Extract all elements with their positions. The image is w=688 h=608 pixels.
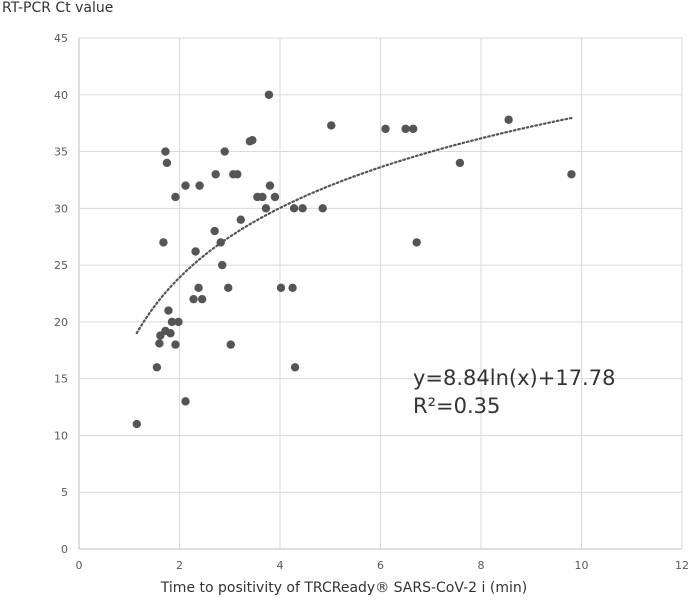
tick-labels: 0 5 10 15 20 25 30 35 40 45 0 2 4 6 8 10 12 [54,32,688,572]
data-point [276,283,286,293]
data-point [132,419,141,429]
data-point [318,204,327,213]
data-point [210,226,219,236]
data-point [265,181,275,190]
data-point [455,158,465,168]
data-point [408,124,418,134]
y-tick-label: 25 [54,259,68,272]
data-point [171,192,180,202]
data-point [211,170,220,179]
data-point [159,238,168,247]
data-point [264,90,274,99]
data-points [132,90,576,429]
y-tick-label: 0 [61,543,68,556]
y-axis-title: RT-PCR Ct value [2,0,114,16]
data-point [155,339,164,348]
data-point [216,238,225,247]
data-point [171,340,180,349]
data-point [236,215,246,224]
trendline [135,116,573,335]
y-tick-label: 15 [54,373,68,386]
data-point [226,340,235,349]
data-point [270,192,280,202]
data-point [290,363,300,372]
y-tick-label: 20 [54,316,68,329]
data-point [164,306,173,315]
data-point [381,124,390,134]
data-point [224,283,233,293]
data-point [197,294,207,304]
data-point [166,329,175,338]
data-point [181,181,190,190]
trendline-path [135,116,573,335]
y-tick-label: 30 [54,202,68,215]
data-point [161,147,170,156]
x-tick-label: 4 [277,559,284,572]
data-point [248,136,257,145]
data-point [504,115,513,124]
y-tick-label: 5 [61,486,68,499]
x-tick-label: 6 [377,559,384,572]
data-point [162,158,172,168]
x-tick-label: 10 [575,559,589,572]
data-point [567,170,576,179]
data-point [298,204,307,213]
y-tick-label: 35 [54,146,68,159]
data-point [181,397,190,406]
x-tick-label: 0 [76,559,83,572]
x-axis-title: Time to positivity of TRCReady® SARS-CoV… [160,580,528,596]
data-point [258,192,267,202]
gridlines [79,37,683,549]
data-point [191,247,200,256]
data-point [327,121,336,130]
x-tick-label: 12 [675,559,688,572]
data-point [218,260,227,270]
x-tick-label: 8 [478,559,485,572]
trendline-equation: y=8.84ln(x)+17.78 R²=0.35 [413,364,615,420]
data-point [261,204,271,213]
data-point [167,317,177,327]
data-point [152,363,162,372]
axes [78,38,682,550]
data-point [412,238,421,247]
data-point [194,283,203,293]
data-point [174,317,183,327]
y-tick-label: 10 [54,429,68,442]
data-point [401,124,410,134]
r-squared-label: R²=0.35 [413,394,501,418]
y-tick-label: 40 [54,89,68,102]
data-point [220,147,229,156]
x-tick-label: 2 [176,559,183,572]
data-point [189,294,198,304]
equation-label: y=8.84ln(x)+17.78 [413,366,616,390]
data-point [233,170,242,179]
data-point [289,204,299,213]
y-tick-label: 45 [54,32,68,45]
data-point [195,181,204,190]
data-point [288,283,297,293]
